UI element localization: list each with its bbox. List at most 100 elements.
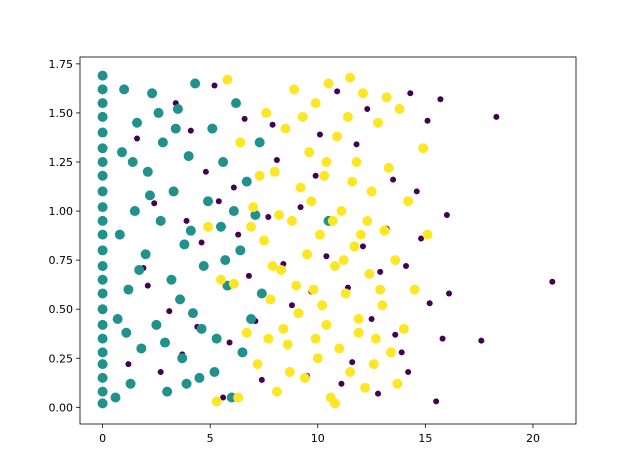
data-point [183, 217, 190, 224]
data-point [250, 209, 261, 220]
data-point [269, 166, 280, 177]
data-point [353, 327, 364, 338]
data-point [302, 249, 313, 260]
data-point [418, 143, 429, 154]
data-point [97, 143, 108, 154]
data-point [237, 347, 248, 358]
data-point [308, 284, 319, 295]
data-point [437, 96, 444, 103]
data-point [276, 264, 287, 275]
data-point [254, 137, 265, 148]
data-point [97, 245, 108, 256]
data-point [310, 98, 321, 109]
data-point [136, 343, 147, 354]
data-point [245, 272, 252, 279]
x-tick-label: 5 [207, 432, 214, 445]
data-point [280, 123, 291, 134]
data-point [353, 141, 360, 148]
data-point [370, 333, 381, 344]
data-point [306, 196, 317, 207]
data-point [157, 368, 164, 375]
data-point [332, 131, 343, 142]
series-0 [125, 82, 556, 405]
data-point [349, 241, 360, 252]
data-point [162, 386, 173, 397]
data-point [398, 349, 405, 356]
data-point [151, 319, 162, 330]
data-point [97, 274, 108, 285]
data-point [375, 390, 382, 397]
data-point [336, 206, 347, 217]
data-point [246, 314, 257, 325]
data-point [349, 359, 356, 366]
data-point [97, 84, 108, 95]
data-point [97, 372, 108, 383]
data-point [187, 308, 198, 319]
data-point [439, 335, 446, 342]
data-point [364, 268, 375, 279]
data-point [288, 302, 295, 309]
data-point [338, 380, 345, 387]
data-point [97, 170, 108, 181]
data-point [256, 288, 267, 299]
data-point [258, 376, 265, 383]
data-point [424, 117, 431, 124]
data-point [383, 162, 394, 173]
data-point [323, 253, 330, 260]
data-point [121, 327, 132, 338]
data-point [390, 176, 397, 183]
data-point [119, 84, 130, 95]
y-tick-label: 1.25 [49, 156, 74, 169]
data-point [198, 239, 205, 246]
data-point [269, 121, 276, 128]
data-point [364, 106, 371, 113]
data-point [368, 359, 379, 370]
data-point [394, 104, 405, 115]
data-point [194, 372, 205, 383]
data-point [112, 314, 123, 325]
data-point [329, 261, 340, 272]
data-point [220, 394, 227, 401]
data-point [355, 229, 366, 240]
data-point [446, 290, 453, 297]
data-point [316, 131, 323, 138]
data-point [144, 190, 155, 201]
data-point [254, 170, 265, 181]
data-point [235, 245, 246, 256]
data-point [334, 88, 341, 95]
data-point [116, 147, 127, 158]
data-point [304, 147, 315, 158]
data-point [170, 123, 181, 134]
data-point [175, 294, 186, 305]
data-point [97, 319, 108, 330]
data-point [360, 382, 371, 393]
x-axis: 0 5 10 15 20 [99, 424, 540, 445]
data-point [220, 255, 231, 266]
data-point [321, 319, 332, 330]
data-point [373, 117, 384, 128]
data-point [359, 243, 366, 250]
data-point [147, 88, 158, 99]
data-point [323, 78, 334, 89]
data-point [228, 278, 239, 289]
data-point [422, 229, 433, 240]
data-point [97, 202, 108, 213]
data-point [159, 337, 170, 348]
data-point [203, 196, 214, 207]
data-point [97, 127, 108, 138]
data-point [211, 396, 222, 407]
data-point [181, 378, 192, 389]
x-tick-label: 0 [99, 432, 106, 445]
data-point [478, 337, 485, 344]
data-point [299, 372, 310, 383]
data-point [110, 392, 121, 403]
data-point [271, 386, 282, 397]
data-point [246, 221, 257, 232]
data-point [248, 202, 259, 213]
data-point [233, 392, 244, 403]
data-point [258, 235, 269, 246]
data-point [235, 231, 242, 238]
data-point [179, 239, 190, 250]
data-point [317, 300, 328, 311]
data-point [340, 288, 351, 299]
